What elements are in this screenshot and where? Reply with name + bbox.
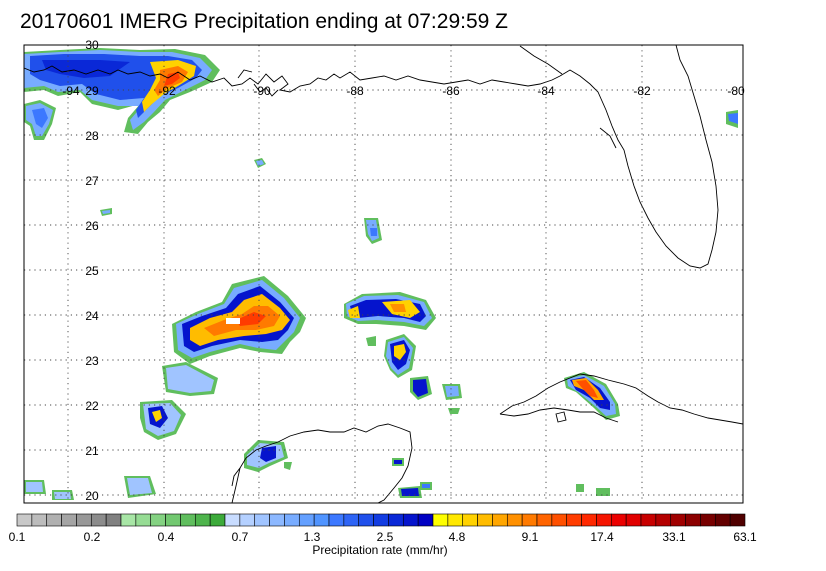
colorbar-tick-label: 1.3 (304, 530, 321, 544)
lat-label: 21 (85, 444, 99, 458)
colorbar-segment (254, 513, 270, 527)
precip-cell-south (24, 440, 610, 500)
colorbar (16, 513, 746, 527)
colorbar-segment (417, 513, 434, 527)
lat-label: 26 (85, 219, 99, 233)
colorbar-segment (343, 513, 360, 527)
colorbar-segment (714, 513, 731, 527)
lon-label: -92 (158, 84, 176, 98)
coastlines (24, 45, 743, 503)
lat-label: 20 (85, 489, 99, 503)
lat-label: 30 (85, 38, 99, 52)
lon-label: -88 (346, 84, 364, 98)
colorbar-segment (536, 513, 553, 527)
precipitation-layer (24, 48, 738, 500)
lat-label: 28 (85, 129, 99, 143)
lat-label: 23 (85, 354, 99, 368)
precip-cell-west-south (140, 362, 218, 440)
colorbar-segment (194, 513, 211, 527)
colorbar-segment (269, 513, 285, 527)
colorbar-segment (685, 513, 701, 527)
colorbar-segment (180, 513, 196, 527)
colorbar-segment (61, 513, 77, 527)
colorbar-segment (551, 513, 568, 527)
precip-cell-east-center (344, 292, 462, 414)
precip-cell-northwest (24, 48, 220, 140)
lon-label: -84 (537, 84, 555, 98)
colorbar-tick-label: 33.1 (662, 530, 686, 544)
colorbar-segment (640, 513, 657, 527)
colorbar-tick-label: 9.1 (522, 530, 539, 544)
colorbar-segment (224, 513, 241, 527)
colorbar-segment (239, 513, 256, 527)
lat-label: 22 (85, 399, 99, 413)
colorbar-segment (31, 513, 48, 527)
colorbar-tick-label: 0.7 (232, 530, 249, 544)
colorbar-tick-label: 0.2 (84, 530, 101, 544)
colorbar-segment (46, 513, 62, 527)
colorbar-segment (477, 513, 493, 527)
colorbar-title: Precipitation rate (mm/hr) (312, 543, 448, 557)
colorbar-segment (432, 513, 449, 527)
precip-small-cells (100, 110, 738, 244)
colorbar-segment (358, 513, 374, 527)
colorbar-segment (105, 513, 122, 527)
colorbar-tick-label: 2.5 (377, 530, 394, 544)
colorbar-tick-labels: 0.1 0.2 0.4 0.7 1.3 2.5 4.8 9.1 17.4 33.… (9, 530, 757, 544)
lat-label: 29 (85, 84, 99, 98)
lon-label: -86 (442, 84, 460, 98)
lat-label: 27 (85, 174, 99, 188)
colorbar-segment (655, 513, 672, 527)
colorbar-tick-label: 0.4 (158, 530, 175, 544)
lon-label: -94 (62, 84, 80, 98)
colorbar-segment (150, 513, 166, 527)
gridlines (24, 45, 743, 503)
lon-label: -82 (633, 84, 651, 98)
colorbar-tick-label: 63.1 (733, 530, 757, 544)
colorbar-segment (209, 513, 226, 527)
colorbar-segment (566, 513, 582, 527)
colorbar-segment (373, 513, 389, 527)
colorbar-segment (700, 513, 716, 527)
colorbar-segment (670, 513, 686, 527)
colorbar-segment (298, 513, 315, 527)
colorbar-segment (447, 513, 464, 527)
colorbar-segment (16, 513, 33, 527)
colorbar-segment (581, 513, 597, 527)
longitude-labels: -94 -92 -90 -88 -86 -84 -82 -80 (62, 84, 745, 98)
colorbar-segment (90, 513, 107, 527)
map-title: 20170601 IMERG Precipitation ending at 0… (20, 10, 508, 33)
map-frame (23, 44, 744, 504)
colorbar-segment (402, 513, 419, 527)
colorbar-segment (313, 513, 330, 527)
colorbar-segment (328, 513, 345, 527)
colorbar-segment (596, 513, 612, 527)
lon-label: -80 (727, 84, 745, 98)
colorbar-segment (284, 513, 300, 527)
precip-cell-cuba (564, 372, 620, 420)
colorbar-segment (625, 513, 642, 527)
colorbar-segment (462, 513, 478, 527)
lon-label: -90 (253, 84, 271, 98)
colorbar-segment (729, 513, 746, 527)
colorbar-segment (521, 513, 538, 527)
colorbar-tick-label: 0.1 (9, 530, 26, 544)
lat-label: 25 (85, 264, 99, 278)
colorbar-segment (135, 513, 152, 527)
lat-label: 24 (85, 309, 99, 323)
latitude-labels: 30 29 28 27 26 25 24 23 22 21 20 (85, 38, 99, 503)
colorbar-segment (492, 513, 508, 527)
colorbar-segment (388, 513, 404, 527)
colorbar-segment (120, 513, 137, 527)
colorbar-segment (610, 513, 627, 527)
colorbar-tick-label: 17.4 (590, 530, 614, 544)
colorbar-segment (76, 513, 92, 527)
precip-cell-central (172, 276, 306, 364)
colorbar-segment (506, 513, 523, 527)
colorbar-tick-label: 4.8 (449, 530, 466, 544)
colorbar-segment (165, 513, 181, 527)
